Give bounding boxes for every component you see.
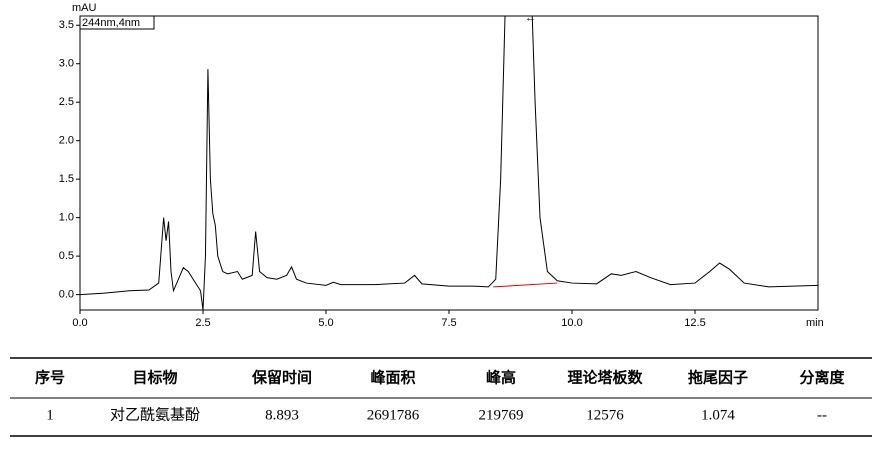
x-tick-label: 0.0 <box>72 317 87 329</box>
y-tick-label: 3.0 <box>59 58 74 70</box>
trace <box>80 16 818 310</box>
x-tick-label: 2.5 <box>195 317 210 329</box>
x-axis-label: min <box>806 317 824 329</box>
table-cell: 219769 <box>479 407 524 423</box>
annotation-box <box>79 15 155 30</box>
y-axis-label: mAU <box>72 2 97 14</box>
table-cell: 2691786 <box>367 407 420 423</box>
x-tick-label: 5.0 <box>318 317 333 329</box>
table-header: 目标物 <box>132 368 177 386</box>
y-tick-label: 0.5 <box>59 250 74 262</box>
y-tick-label: 1.0 <box>59 212 74 224</box>
x-tick-label: 12.5 <box>684 317 705 329</box>
table-cell: 对乙酰氨基酚 <box>110 406 200 423</box>
table-header: 保留时间 <box>251 368 312 386</box>
trace <box>493 282 558 288</box>
table-header: 峰高 <box>486 368 516 386</box>
table-header: 分离度 <box>799 368 845 386</box>
table-cell: 12576 <box>586 407 624 423</box>
plot-frame <box>79 15 819 311</box>
y-tick-label: 0.0 <box>59 289 74 301</box>
table-cell: 1.074 <box>701 407 735 423</box>
table-header: 拖尾因子 <box>688 368 748 386</box>
y-tick-label: 2.0 <box>59 135 74 147</box>
table-header: 序号 <box>35 368 65 386</box>
table-cell: 8.893 <box>265 407 299 423</box>
x-tick-label: 10.0 <box>561 317 582 329</box>
peak-arrow: ← <box>525 12 536 24</box>
y-tick-label: 3.5 <box>59 19 74 31</box>
y-tick-label: 1.5 <box>59 173 74 185</box>
table-cell: 1 <box>46 407 54 423</box>
y-tick-label: 2.5 <box>59 96 74 108</box>
x-tick-label: 7.5 <box>441 317 456 329</box>
table-header: 理论塔板数 <box>567 368 643 386</box>
annotation: 244nm,4nm <box>82 17 140 29</box>
table-header: 峰面积 <box>370 368 415 386</box>
table-cell: -- <box>817 407 827 423</box>
